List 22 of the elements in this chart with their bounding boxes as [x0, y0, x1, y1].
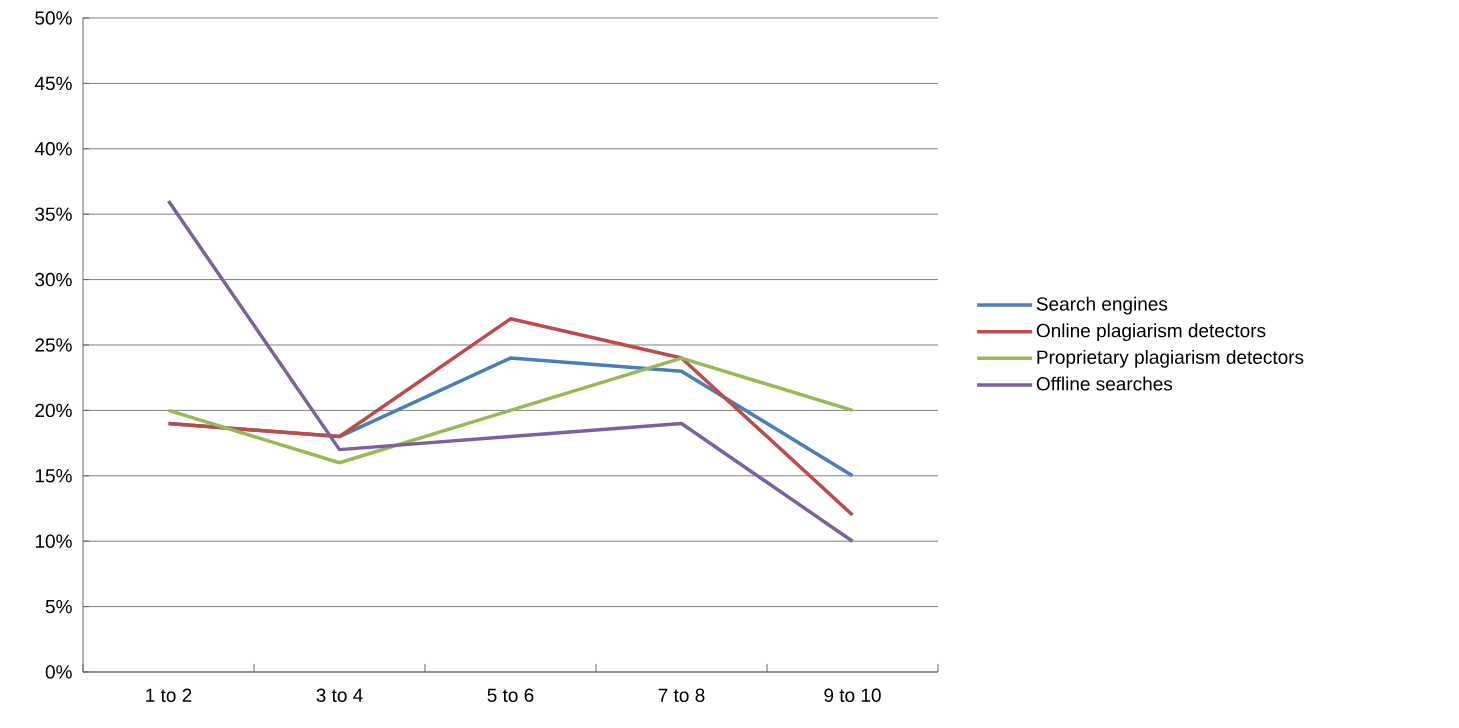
y-tick-label: 40%: [34, 142, 72, 156]
x-tick-label: 1 to 2: [146, 688, 192, 702]
y-tick-label: 45%: [34, 76, 72, 91]
legend-label: Search engines: [1036, 296, 1168, 315]
line-series: [166, 317, 855, 517]
y-tick-label: 0%: [45, 665, 72, 679]
legend-label: Proprietary plagiarism detectors: [1037, 349, 1304, 368]
x-tick-label: 7 to 8: [658, 688, 705, 702]
y-tick-label: 15%: [35, 469, 72, 483]
line-series: [166, 199, 855, 543]
y-tick-label: 25%: [35, 338, 72, 352]
y-tick-label: 30%: [35, 272, 72, 287]
y-tick-label: 10%: [35, 534, 72, 548]
legend-label: Offline searches: [1036, 376, 1173, 391]
x-tick-label: 5 to 6: [487, 688, 534, 702]
x-tick-label: 3 to 4: [316, 688, 363, 702]
y-tick-label: 35%: [35, 207, 72, 221]
y-tick-label: 50%: [35, 11, 72, 25]
y-tick-label: 20%: [35, 403, 72, 418]
legend-label: Online plagiarism detectors: [1036, 323, 1266, 342]
y-tick-label: 5%: [45, 599, 72, 614]
x-tick-label: 9 to 10: [824, 688, 881, 702]
